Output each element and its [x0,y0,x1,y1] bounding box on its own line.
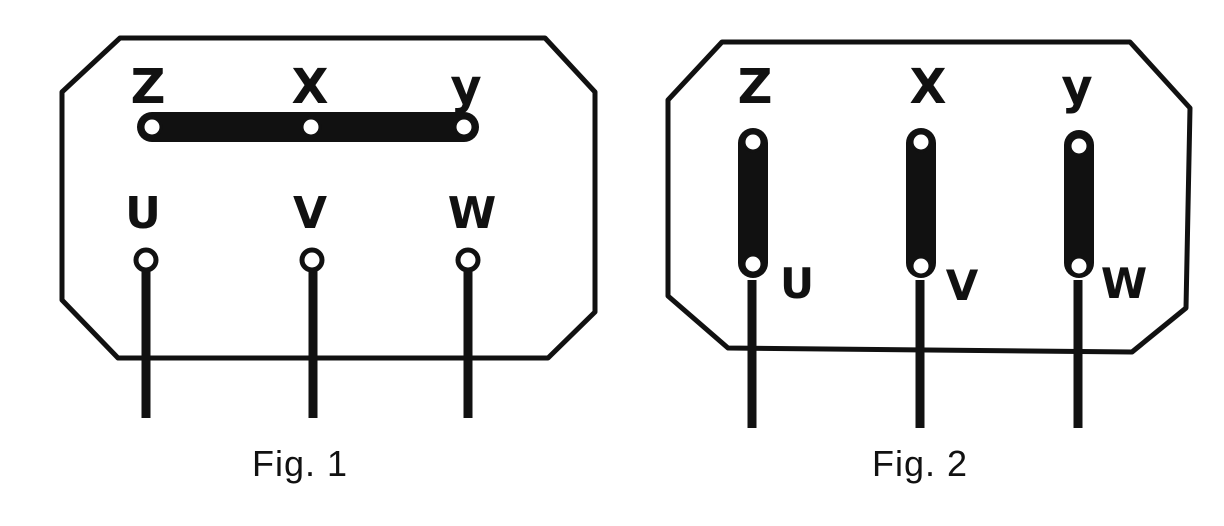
terminal-z [742,131,764,153]
figure-1: Z X y U V W Fig. 1 [59,35,598,484]
terminal-z [141,116,163,138]
terminal-v [910,255,932,277]
terminal-x [910,131,932,153]
figure-caption: Fig. 1 [252,443,348,484]
terminal-label-x: X [909,59,946,115]
terminal-box-outline [665,39,1193,355]
terminal-w [455,247,481,273]
terminal-u [742,253,764,275]
terminal-label-u: U [780,259,814,308]
terminal-w [1068,255,1090,277]
terminal-u [133,247,159,273]
terminal-box-outline [59,35,598,361]
terminal-v [299,247,325,273]
terminal-label-y: y [450,59,481,115]
bridge-link-yw [1064,130,1094,278]
terminal-label-w: W [448,188,497,239]
bridge-link-xv [906,128,936,278]
terminal-label-x: X [291,59,328,115]
terminal-y [453,116,475,138]
figure-caption: Fig. 2 [872,443,968,484]
terminal-label-v: V [293,188,327,239]
terminal-y [1068,135,1090,157]
terminal-x [300,116,322,138]
terminal-label-v: V [946,261,979,310]
terminal-label-y: y [1061,59,1092,115]
bridge-link-zu [738,128,768,278]
terminal-label-z: Z [738,59,773,115]
terminal-label-w: W [1101,259,1147,308]
terminal-label-u: U [125,188,161,239]
figure-2: Z X y U V W Fig. 2 [665,39,1193,484]
terminal-label-z: Z [131,59,166,115]
